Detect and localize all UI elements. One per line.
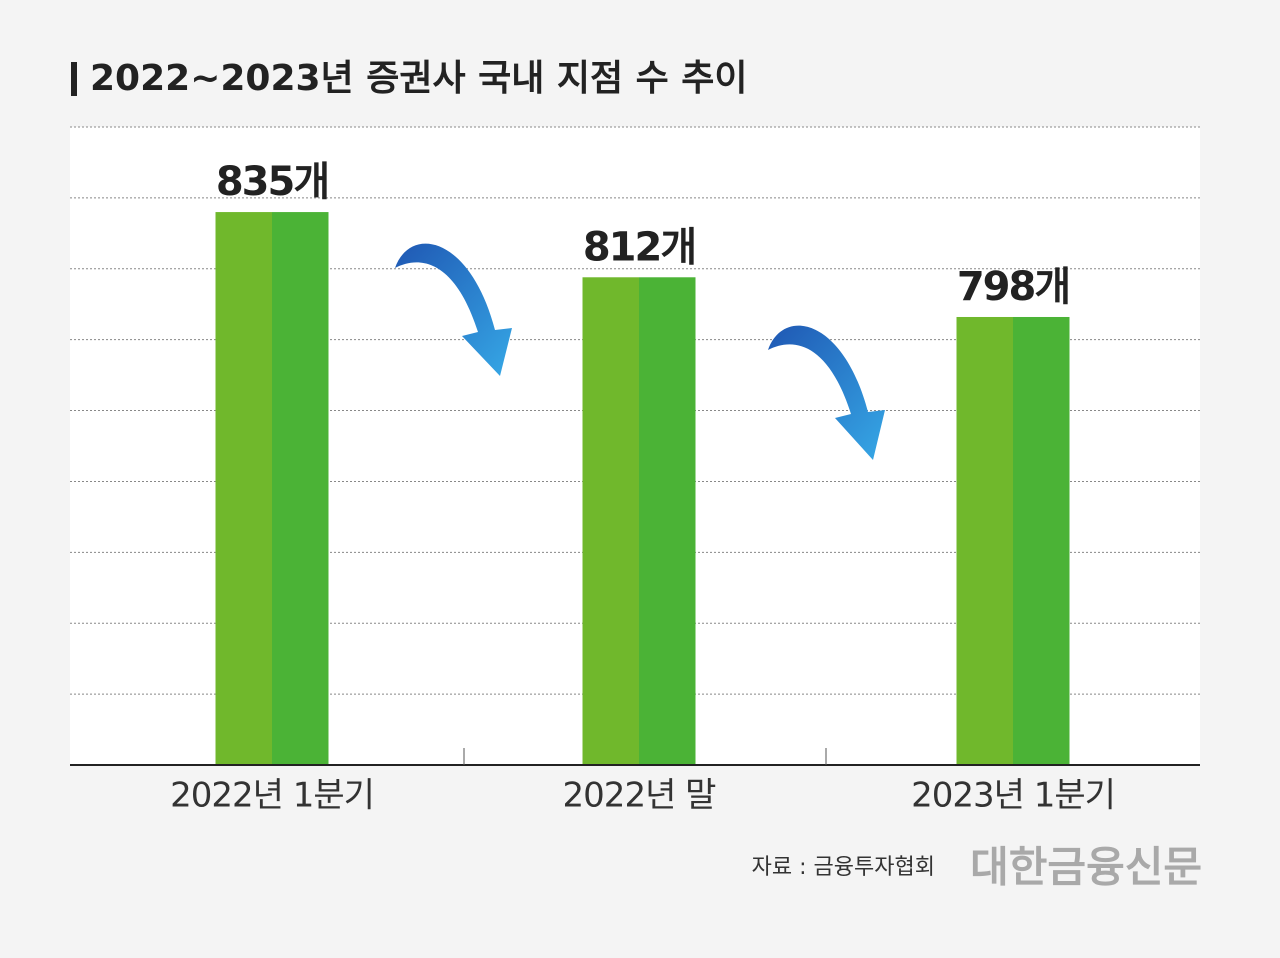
value-label: 798개 [957, 264, 1069, 310]
value-label: 812개 [583, 224, 695, 270]
source-note: 자료 : 금융투자협회 [752, 855, 935, 880]
bar [215, 212, 329, 766]
bar [956, 316, 1070, 765]
x-tick-label: 2023년 1분기 [911, 776, 1115, 816]
chart-title: 2022~2023년 증권사 국내 지점 수 추이 [90, 58, 748, 99]
brand-logo: 대한금융신문 [970, 843, 1202, 892]
title-marker [71, 62, 77, 96]
value-label: 835개 [216, 159, 328, 205]
x-tick-label: 2022년 1분기 [170, 776, 374, 816]
trend-arrow [395, 243, 512, 376]
trend-arrow [768, 325, 885, 460]
x-tick-label: 2022년 말 [563, 776, 717, 816]
bar [582, 277, 696, 765]
